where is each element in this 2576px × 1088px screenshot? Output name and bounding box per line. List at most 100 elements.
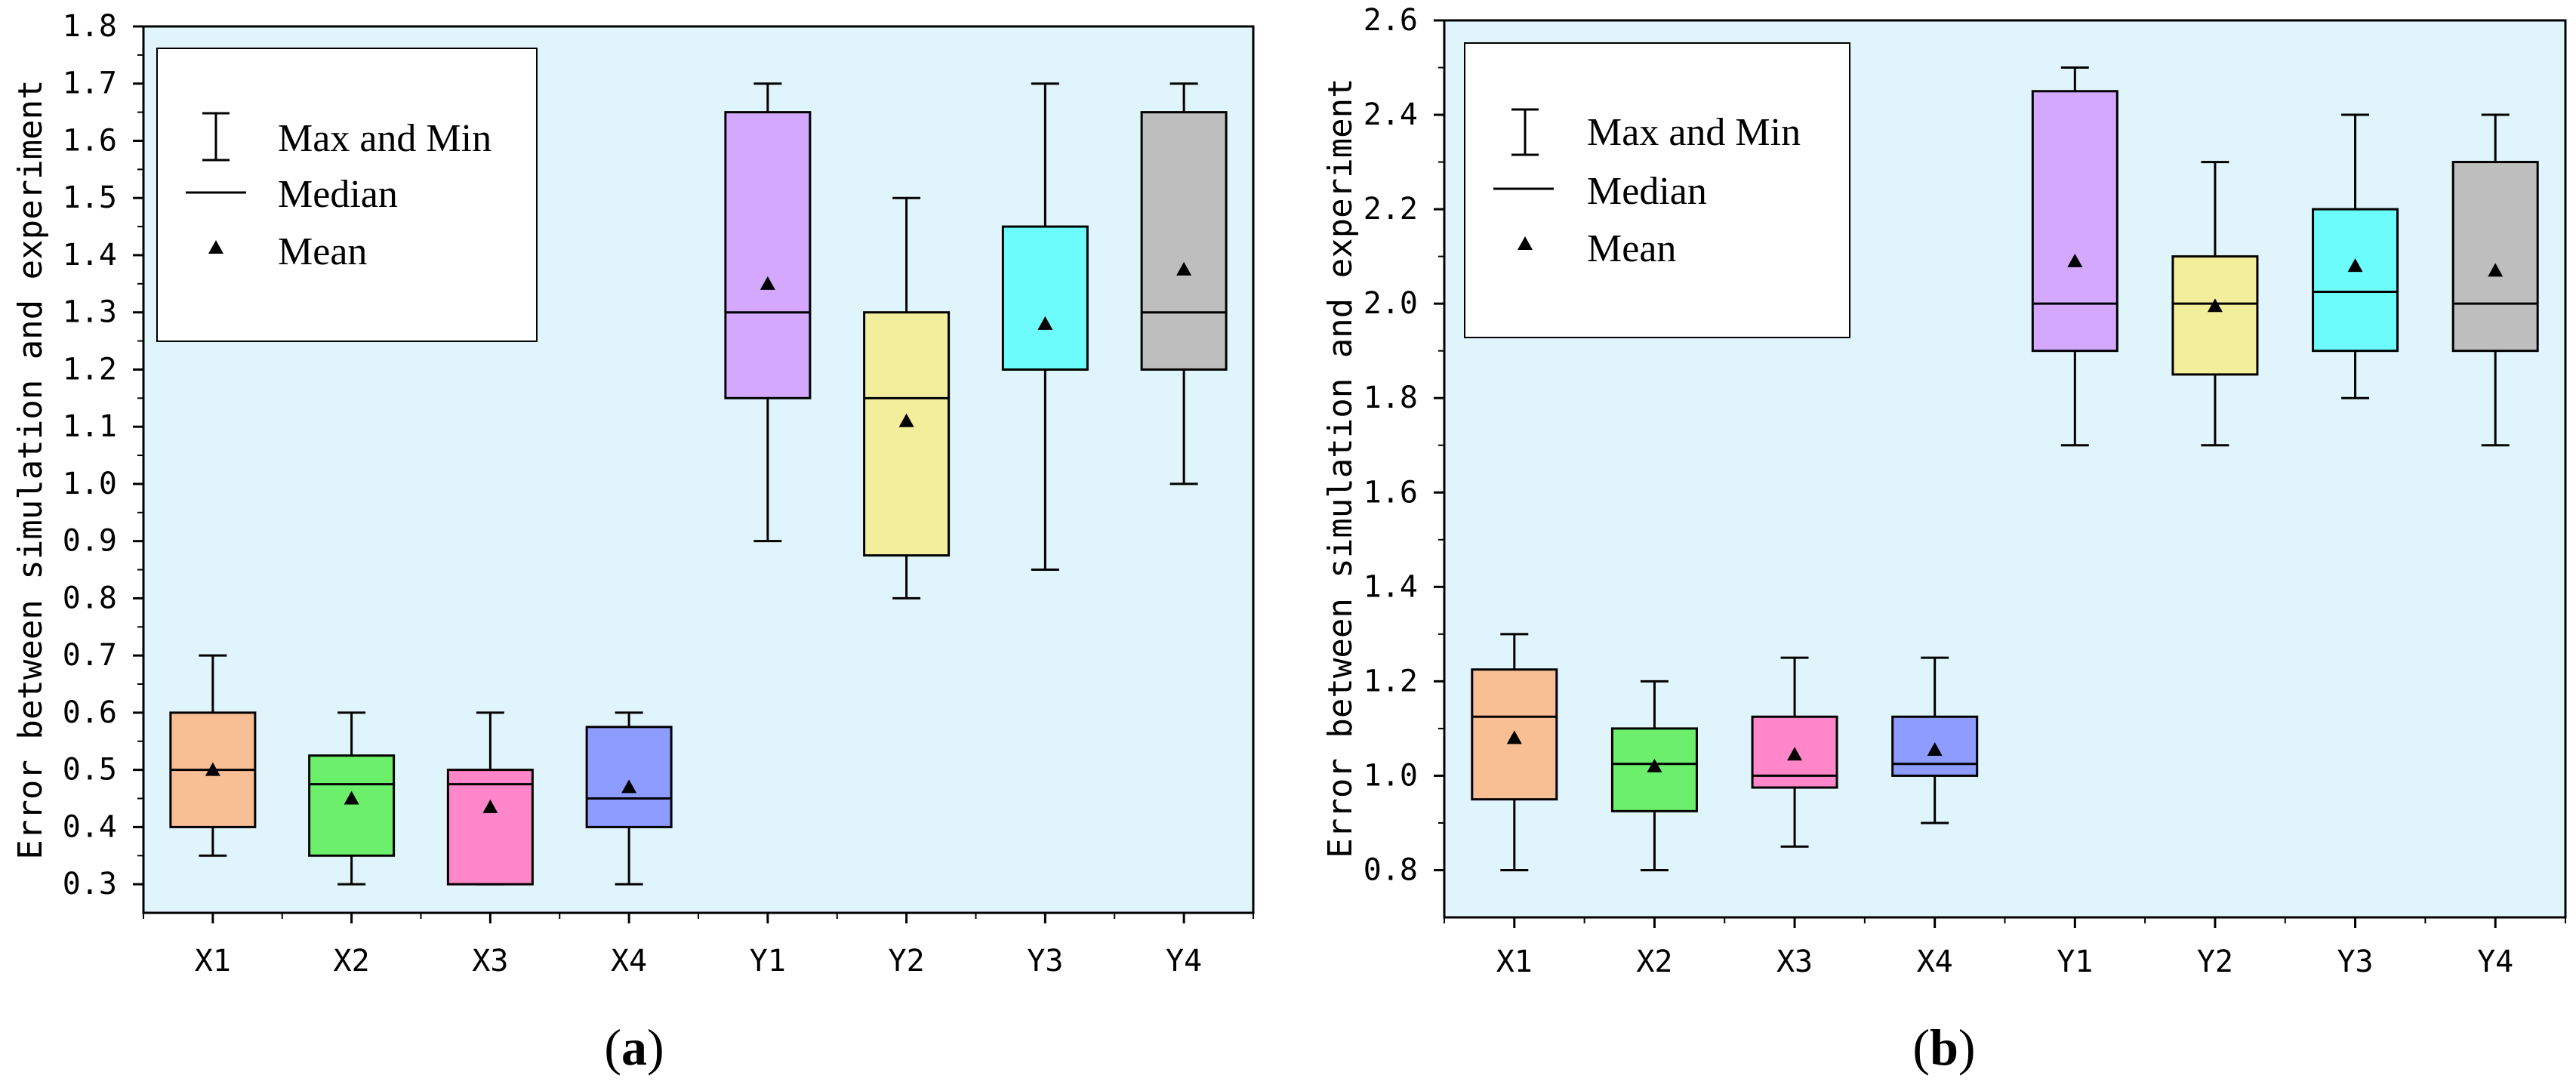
legend-box-a — [156, 48, 538, 342]
y-axis-a: 0.3 0.4 0.5 0.6 0.7 0.8 0.9 1.0 1.1 1.2 1.3 1.4 1.5 1… — [63, 9, 143, 902]
y-tick-label: 0.5 — [63, 753, 117, 787]
box-x4 — [1891, 656, 1979, 824]
x-tick-label: X2 — [334, 944, 370, 979]
mean-marker — [1647, 758, 1662, 772]
legend-label-median-a: Median — [278, 173, 398, 216]
mean-marker — [482, 799, 498, 813]
mean-marker — [2488, 263, 2504, 277]
panel-b: 0.8 1.0 1.2 1.4 1.6 1.8 2.0 2.2 2.4 2.6 X1 X2 X3 X4 Y… — [1321, 3, 2567, 1076]
x-tick-label: Y2 — [889, 944, 925, 979]
legend-label-median-b: Median — [1587, 170, 1707, 213]
box-x4 — [585, 711, 673, 886]
box-iqr — [2312, 208, 2399, 353]
x-axis-b: X1 X2 X3 X4 Y1 Y2 Y3 Y4 — [1444, 917, 2566, 979]
y-tick-label: 0.6 — [63, 695, 117, 730]
box-iqr — [585, 726, 673, 828]
y-tick-label: 0.9 — [63, 524, 117, 559]
panel-label-a: (a) — [604, 1019, 664, 1076]
box-iqr — [1140, 111, 1228, 371]
legend-label-mean-b: Mean — [1587, 227, 1676, 270]
x-tick-label: X4 — [611, 944, 647, 979]
x-tick-label: X4 — [1917, 945, 1953, 979]
y-tick-label: 0.7 — [63, 638, 117, 673]
box-x1 — [169, 654, 257, 857]
y-tick-label: 1.5 — [63, 180, 117, 215]
y-tick-label: 1.4 — [63, 238, 117, 273]
box-x2 — [1610, 680, 1698, 871]
box-x3 — [1751, 656, 1838, 848]
panel-letter-a: a — [621, 1019, 647, 1076]
x-tick-label: Y3 — [2337, 945, 2373, 979]
y-tick-label: 2.0 — [1363, 286, 1418, 321]
x-tick-label: X3 — [1776, 945, 1813, 979]
y-tick-label: 1.4 — [1363, 569, 1418, 604]
panel-a: 0.3 0.4 0.5 0.6 0.7 0.8 0.9 1.0 1.1 1.2 1.3 1.4 1.5 1… — [11, 9, 1255, 1076]
y-tick-label: 1.1 — [63, 409, 117, 444]
box-y4 — [2451, 113, 2539, 447]
mean-marker — [1927, 742, 1943, 757]
mean-marker — [205, 762, 220, 776]
mean-marker — [2067, 253, 2083, 267]
y-tick-label: 1.6 — [63, 123, 117, 158]
mean-marker — [2207, 298, 2223, 313]
box-y3 — [1001, 82, 1089, 572]
mean-marker — [898, 413, 914, 427]
x-tick-label: Y4 — [1166, 944, 1202, 979]
mean-marker — [1037, 316, 1053, 330]
box-y2 — [863, 196, 951, 599]
y-tick-label: 1.0 — [63, 467, 117, 501]
box-y2 — [2171, 161, 2259, 447]
mean-marker — [760, 276, 775, 290]
boxes-b — [1471, 66, 2539, 871]
box-iqr — [1001, 225, 1089, 371]
y-axis-b: 0.8 1.0 1.2 1.4 1.6 1.8 2.0 2.2 2.4 2.6 — [1363, 3, 1444, 887]
y-tick-label: 1.6 — [1363, 475, 1418, 510]
x-tick-label: X1 — [195, 944, 231, 979]
legend-label-mean-a: Mean — [278, 230, 367, 273]
box-iqr — [308, 754, 396, 857]
box-y1 — [2031, 66, 2118, 447]
legend-b: Max and Min Median Mean — [1464, 42, 1850, 338]
legend-label-maxmin-a: Max and Min — [278, 117, 491, 160]
y-tick-label: 1.8 — [63, 9, 117, 44]
y-tick-label: 2.6 — [1363, 3, 1418, 38]
box-iqr — [724, 111, 812, 399]
y-tick-label: 1.7 — [63, 66, 117, 101]
box-iqr — [863, 311, 951, 557]
x-tick-label: Y4 — [2477, 945, 2513, 979]
y-axis-title-a: Error between simulation and experiment — [11, 79, 50, 859]
box-x3 — [446, 711, 534, 886]
x-tick-label: X2 — [1636, 945, 1672, 979]
mean-marker — [1506, 730, 1522, 744]
boxes-a — [169, 82, 1228, 886]
y-tick-label: 1.8 — [1363, 381, 1418, 415]
y-tick-label: 0.3 — [63, 867, 117, 902]
mean-marker — [1787, 747, 1803, 761]
y-tick-label: 0.8 — [1363, 852, 1418, 887]
y-tick-label: 2.4 — [1363, 97, 1418, 132]
y-tick-label: 1.0 — [1363, 758, 1418, 793]
panel-label-b: (b) — [1912, 1019, 1975, 1076]
legend-mean-icon-b — [1518, 236, 1533, 250]
box-iqr — [446, 769, 534, 886]
legend-a: Max and Min Median Mean — [156, 48, 538, 342]
x-tick-label: Y1 — [2057, 945, 2093, 979]
mean-marker — [344, 791, 359, 805]
x-tick-label: Y2 — [2197, 945, 2233, 979]
x-tick-label: Y1 — [750, 944, 786, 979]
x-tick-label: Y3 — [1027, 944, 1063, 979]
box-x1 — [1471, 633, 1558, 871]
y-tick-label: 0.8 — [63, 581, 117, 615]
x-tick-label: X3 — [472, 944, 508, 979]
y-tick-label: 1.3 — [63, 295, 117, 330]
box-y3 — [2312, 113, 2399, 399]
x-tick-label: X1 — [1496, 945, 1533, 979]
y-tick-label: 1.2 — [1363, 664, 1418, 698]
box-y4 — [1140, 82, 1228, 485]
y-tick-label: 1.2 — [63, 352, 117, 387]
mean-marker — [2347, 258, 2363, 273]
y-axis-title-b: Error between simulation and experiment — [1321, 78, 1360, 858]
y-tick-label: 2.2 — [1363, 192, 1418, 227]
box-iqr — [2171, 255, 2259, 376]
